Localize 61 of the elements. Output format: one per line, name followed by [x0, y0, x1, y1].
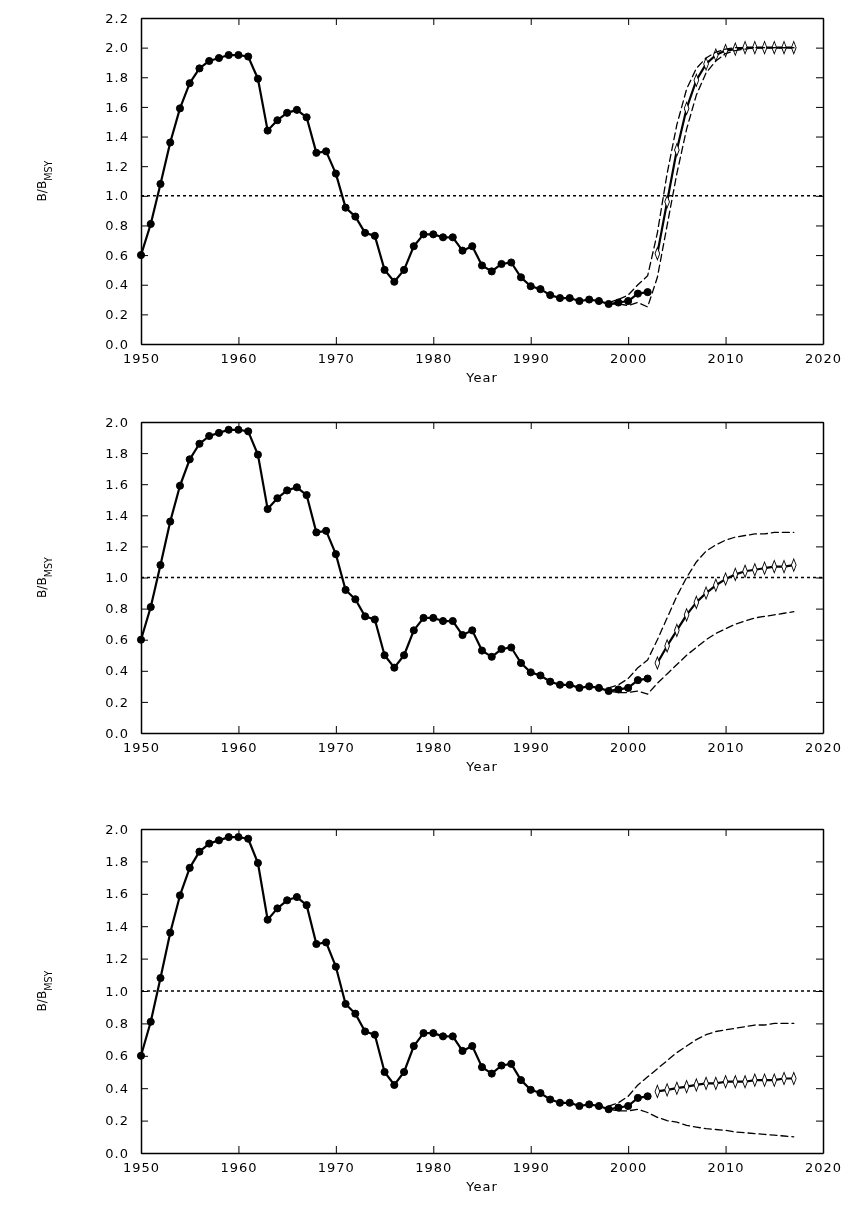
y-tick-label: 2.0 — [105, 40, 129, 56]
x-tick-label: 1980 — [415, 351, 453, 367]
x-tick-label: 1960 — [220, 740, 258, 756]
x-tick-label: 1980 — [415, 740, 453, 756]
y-tick-label: 1.4 — [105, 507, 129, 523]
x-tick-label: 1960 — [220, 1160, 258, 1176]
y-tick-label: 1.8 — [105, 854, 129, 870]
x-tick-label: 2000 — [610, 1160, 648, 1176]
y-tick-label: 0.0 — [105, 336, 129, 352]
x-tick-label: 2010 — [707, 1160, 745, 1176]
y-tick-label: 0.8 — [105, 218, 129, 234]
y-tick-label: 0.8 — [105, 1016, 129, 1032]
y-tick-label: 0.4 — [105, 277, 129, 293]
y-tick-label: 2.0 — [105, 414, 129, 430]
y-tick-label: 1.0 — [105, 983, 129, 999]
y-tick-label: 1.2 — [105, 539, 129, 555]
x-tick-label: 1980 — [415, 1160, 453, 1176]
y-tick-label: 1.6 — [105, 99, 129, 115]
x-axis-title: Year — [465, 370, 498, 385]
x-tick-label: 1970 — [317, 351, 355, 367]
x-tick-label: 1950 — [122, 1160, 161, 1176]
y-tick-label: 0.4 — [105, 663, 129, 679]
x-tick-label: 2020 — [804, 351, 843, 367]
y-tick-label: 1.4 — [105, 129, 129, 145]
y-tick-label: 1.0 — [105, 188, 129, 204]
x-tick-label: 2000 — [610, 351, 648, 367]
y-tick-label: 0.8 — [105, 601, 129, 617]
x-tick-label: 1960 — [220, 351, 258, 367]
x-tick-label: 1990 — [512, 351, 550, 367]
x-axis-title: Year — [465, 1179, 498, 1194]
y-tick-label: 1.8 — [105, 445, 129, 461]
y-tick-label: 0.4 — [105, 1080, 129, 1096]
y-tick-label: 1.4 — [105, 918, 129, 934]
x-axis-title: Year — [465, 759, 498, 774]
y-tick-label: 0.6 — [105, 632, 129, 648]
y-tick-label: 0.0 — [105, 725, 129, 741]
x-tick-label: 2020 — [804, 740, 843, 756]
x-tick-label: 2000 — [610, 740, 648, 756]
x-tick-label: 2020 — [804, 1160, 843, 1176]
y-tick-label: 1.8 — [105, 69, 129, 85]
y-tick-label: 2.2 — [105, 10, 129, 26]
y-tick-label: 0.6 — [105, 1048, 129, 1064]
x-tick-label: 2010 — [707, 351, 745, 367]
y-tick-label: 0.2 — [105, 307, 129, 323]
x-tick-label: 1970 — [317, 740, 355, 756]
y-tick-label: 1.6 — [105, 476, 129, 492]
x-tick-label: 1990 — [512, 1160, 550, 1176]
y-tick-label: 2.0 — [105, 821, 129, 837]
y-tick-label: 1.6 — [105, 886, 129, 902]
x-tick-label: 1950 — [122, 740, 161, 756]
x-tick-label: 1950 — [122, 351, 161, 367]
y-tick-label: 0.2 — [105, 694, 129, 710]
y-tick-label: 0.6 — [105, 247, 129, 263]
y-tick-label: 1.2 — [105, 158, 129, 174]
x-tick-label: 2010 — [707, 740, 745, 756]
y-tick-label: 0.2 — [105, 1113, 129, 1129]
y-tick-label: 0.0 — [105, 1145, 129, 1161]
y-tick-label: 1.2 — [105, 951, 129, 967]
y-tick-label: 1.0 — [105, 570, 129, 586]
x-tick-label: 1990 — [512, 740, 550, 756]
x-tick-label: 1970 — [317, 1160, 355, 1176]
